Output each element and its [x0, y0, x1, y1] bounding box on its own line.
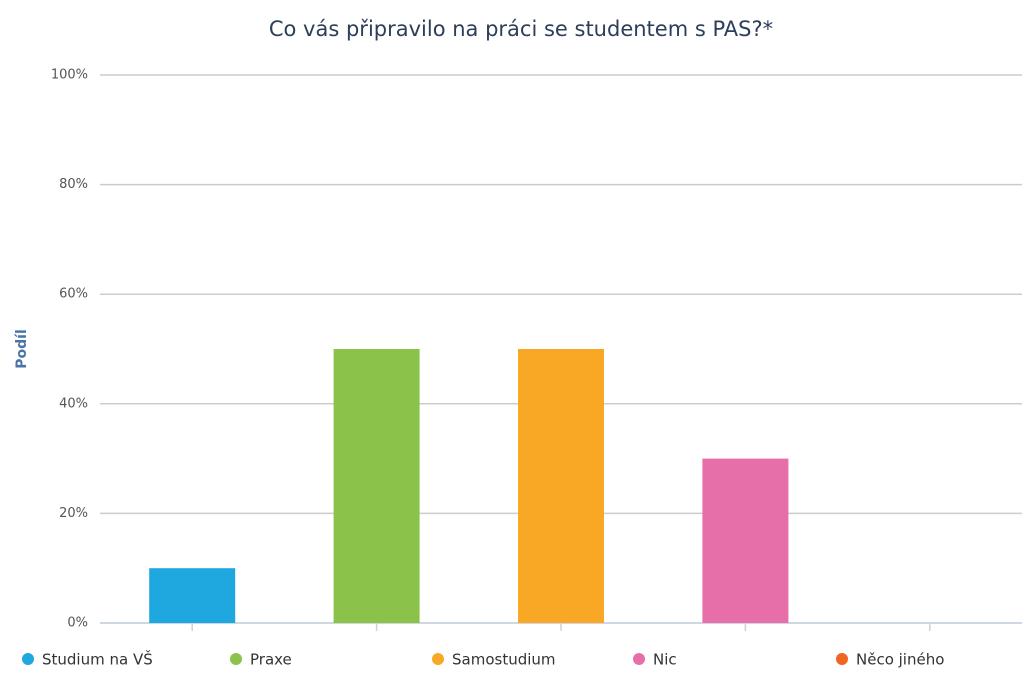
y-tick-label: 80%	[59, 177, 88, 192]
bar	[518, 349, 604, 623]
legend-label: Studium na VŠ	[42, 650, 153, 669]
legend-marker	[633, 653, 645, 665]
y-tick-label: 20%	[59, 506, 88, 521]
y-tick-label: 40%	[59, 396, 88, 411]
bar	[702, 458, 789, 623]
legend-marker	[22, 653, 34, 665]
y-tick-label: 60%	[59, 287, 88, 302]
legend-label: Nic	[653, 651, 677, 669]
legend-marker	[836, 653, 848, 665]
legend-label: Něco jiného	[856, 651, 944, 669]
y-axis-label: Podíl	[14, 329, 30, 369]
bar	[149, 568, 236, 623]
y-tick-label: 100%	[51, 68, 88, 83]
chart-title: Co vás připravilo na práci se studentem …	[269, 17, 773, 41]
bar	[333, 349, 420, 623]
legend-marker	[432, 653, 444, 665]
y-tick-label: 0%	[67, 616, 88, 631]
legend-marker	[230, 653, 242, 665]
legend-label: Samostudium	[452, 651, 556, 669]
legend-label: Praxe	[250, 651, 292, 669]
